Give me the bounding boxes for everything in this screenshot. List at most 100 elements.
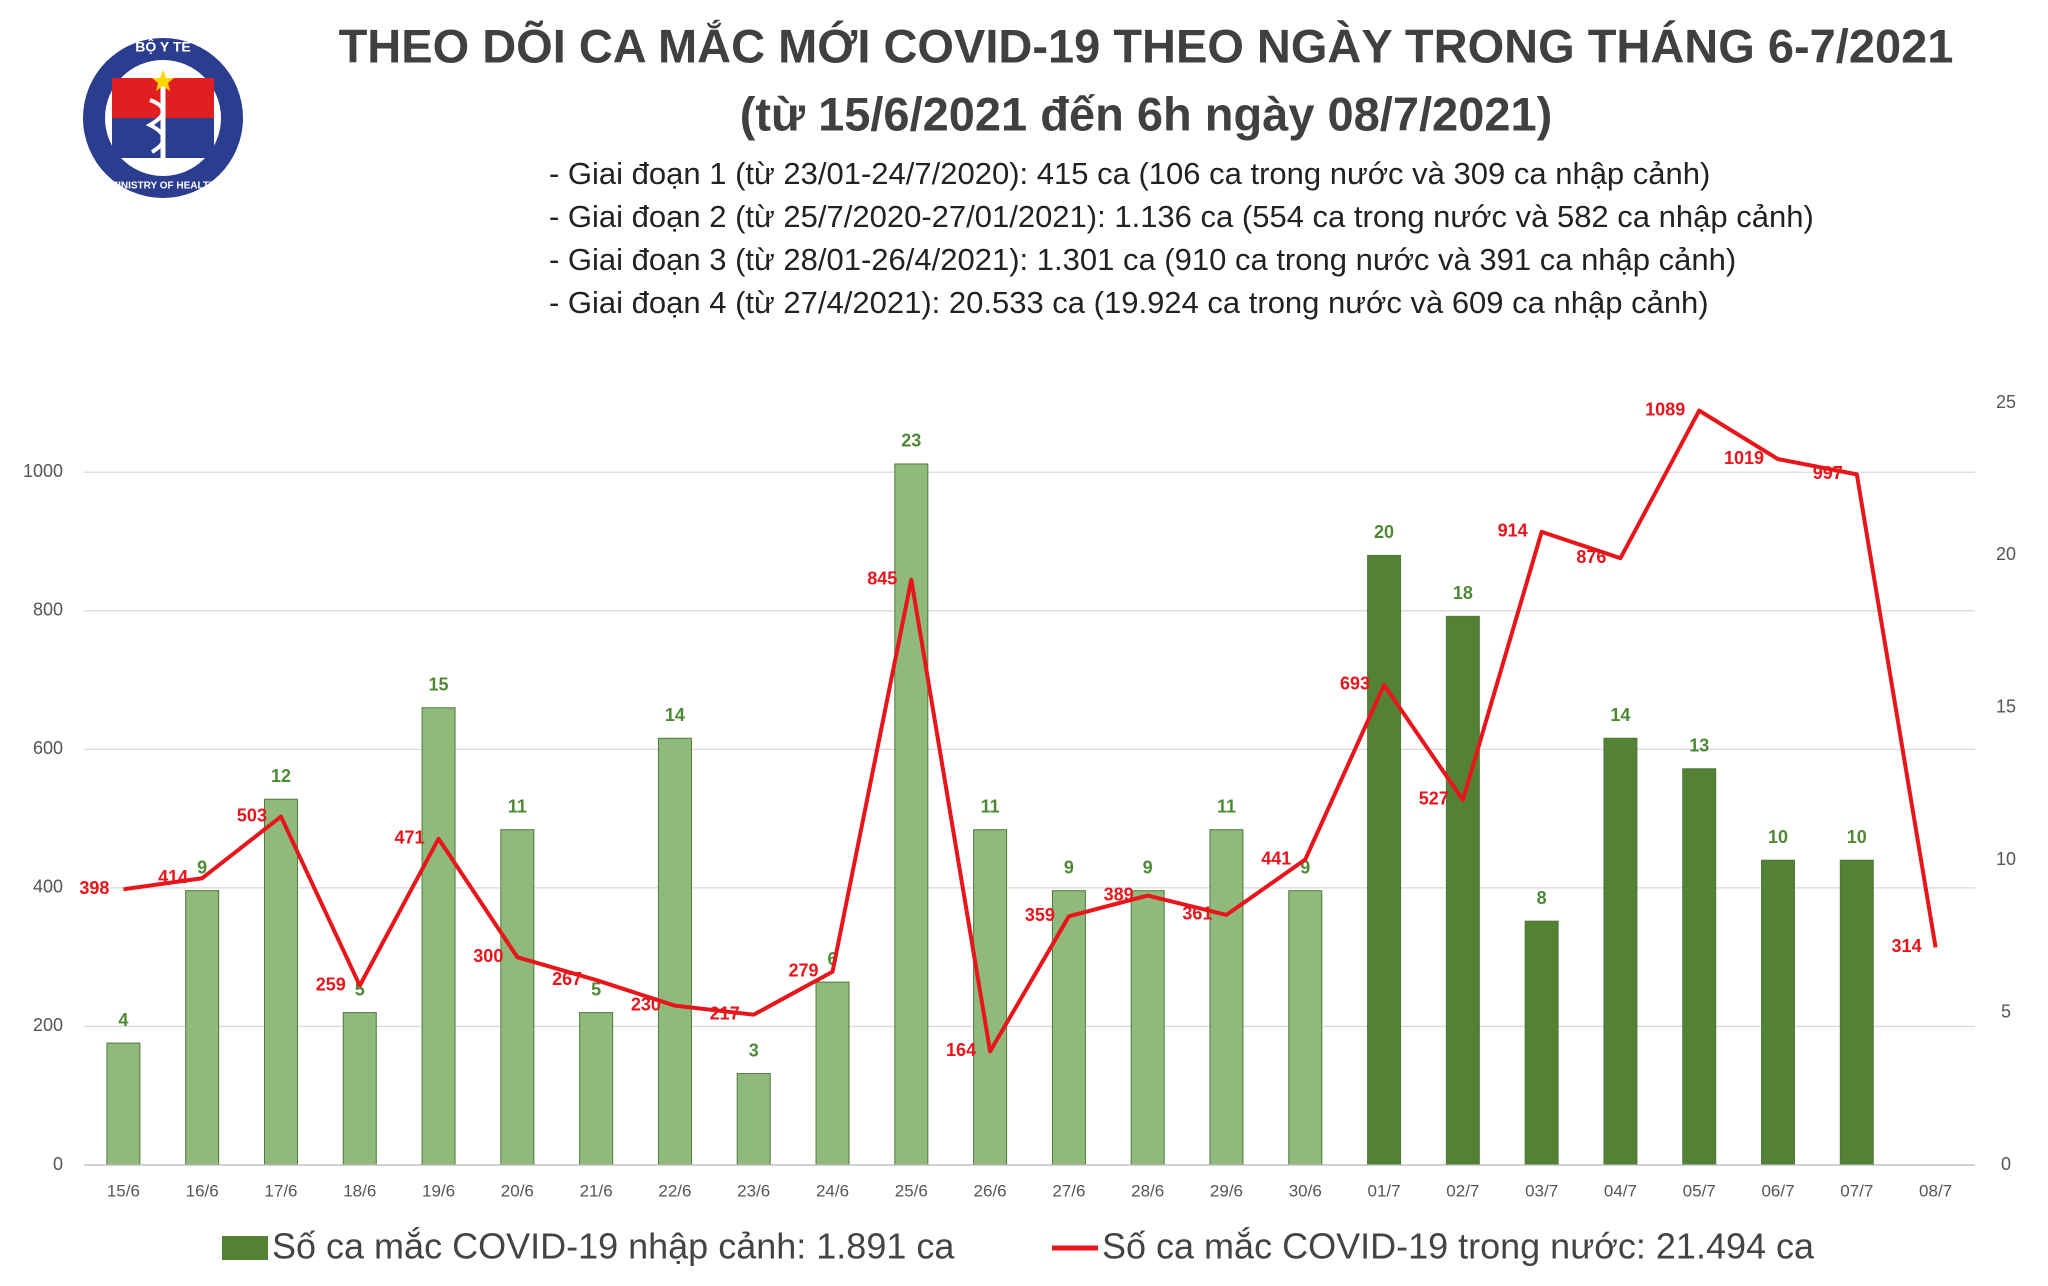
bar (500, 829, 535, 1166)
bar (1288, 890, 1323, 1166)
line-value-label: 398 (79, 878, 109, 898)
bar-value-label: 12 (271, 766, 291, 786)
line-value-label: 1089 (1645, 399, 1685, 419)
x-tick-label: 16/6 (186, 1181, 219, 1200)
line-value-label: 845 (867, 568, 897, 588)
x-tick-label: 04/7 (1604, 1181, 1637, 1200)
legend-swatch (222, 1236, 268, 1260)
line-value-label: 997 (1813, 463, 1843, 483)
legend-label: Số ca mắc COVID-19 nhập cảnh: 1.891 ca (272, 1226, 955, 1267)
bar (815, 981, 850, 1166)
bar-value-label: 10 (1847, 827, 1867, 847)
bar-value-label: 10 (1768, 827, 1788, 847)
bar-value-label: 13 (1689, 736, 1709, 756)
x-tick-label: 17/6 (264, 1181, 297, 1200)
bar (263, 798, 298, 1166)
bar-value-label: 8 (1537, 888, 1547, 908)
line-value-label: 230 (631, 994, 661, 1014)
x-tick-label: 07/7 (1840, 1181, 1873, 1200)
x-tick-label: 21/6 (580, 1181, 613, 1200)
line-value-label: 471 (395, 827, 425, 847)
bar (421, 707, 456, 1166)
x-tick-label: 19/6 (422, 1181, 455, 1200)
bar-value-label: 6 (828, 949, 838, 969)
line (123, 408, 1938, 1054)
note: - Giai đoạn 2 (từ 25/7/2020-27/01/2021):… (549, 199, 1814, 234)
line-value-label: 441 (1261, 848, 1291, 868)
bar-value-label: 9 (1064, 857, 1074, 877)
y2-tick-label: 25 (1996, 392, 2016, 412)
y-tick-label: 0 (53, 1154, 63, 1174)
line-value-label: 1019 (1724, 448, 1764, 468)
bar (1603, 737, 1638, 1166)
x-tick-label: 02/7 (1446, 1181, 1479, 1200)
chart-subtitle: (từ 15/6/2021 đến 6h ngày 08/7/2021) (740, 87, 1553, 140)
x-tick-label: 18/6 (343, 1181, 376, 1200)
bar-value-label: 4 (118, 1010, 128, 1030)
bar-value-label: 9 (1300, 857, 1310, 877)
bar (1761, 859, 1796, 1166)
line-value-label: 217 (710, 1003, 740, 1023)
bar-value-label: 23 (901, 431, 921, 451)
line-value-label: 414 (158, 867, 188, 887)
bar-value-label: 9 (197, 857, 207, 877)
y2-tick-label: 15 (1996, 697, 2016, 717)
x-tick-label: 25/6 (895, 1181, 928, 1200)
bar-value-label: 18 (1453, 583, 1473, 603)
x-tick-label: 27/6 (1052, 1181, 1085, 1200)
y-tick-label: 200 (33, 1015, 63, 1035)
line-value-label: 876 (1576, 547, 1606, 567)
bar (1130, 890, 1165, 1166)
bar-value-label: 11 (1217, 796, 1236, 816)
x-tick-label: 05/7 (1683, 1181, 1716, 1200)
note: - Giai đoạn 3 (từ 28/01-26/4/2021): 1.30… (549, 242, 1736, 277)
bar-value-label: 14 (1610, 705, 1630, 725)
y2-tick-label: 10 (1996, 849, 2016, 869)
y-tick-label: 600 (33, 738, 63, 758)
bar (1839, 859, 1874, 1166)
bar (1524, 920, 1559, 1166)
x-tick-label: 01/7 (1368, 1181, 1401, 1200)
bar-value-label: 5 (355, 979, 365, 999)
bar-value-label: 11 (981, 796, 1000, 816)
line-value-label: 267 (552, 969, 582, 989)
legend-label: Số ca mắc COVID-19 trong nước: 21.494 ca (1102, 1226, 1815, 1267)
bar-value-label: 20 (1374, 522, 1394, 542)
y2-tick-label: 20 (1996, 544, 2016, 564)
x-tick-label: 26/6 (974, 1181, 1007, 1200)
bar (1682, 768, 1717, 1166)
line-value-label: 279 (788, 960, 818, 980)
line-value-label: 527 (1419, 789, 1449, 809)
logo-top: BỘ Y TẾ (135, 38, 191, 55)
chart-title: THEO DÕI CA MẮC MỚI COVID-19 THEO NGÀY T… (339, 19, 1954, 72)
bar (736, 1073, 771, 1166)
bar-value-label: 11 (508, 796, 527, 816)
bar-value-label: 3 (749, 1040, 759, 1060)
line-value-label: 164 (946, 1040, 976, 1060)
bar-value-label: 15 (429, 675, 449, 695)
x-tick-label: 29/6 (1210, 1181, 1243, 1200)
bar (1367, 554, 1402, 1166)
x-tick-label: 20/6 (501, 1181, 534, 1200)
line-value-label: 259 (316, 974, 346, 994)
logo-snake (145, 98, 166, 154)
x-tick-label: 06/7 (1761, 1181, 1794, 1200)
x-tick-label: 23/6 (737, 1181, 770, 1200)
line-value-label: 693 (1340, 674, 1370, 694)
line-value-label: 314 (1892, 936, 1922, 956)
bar (342, 1012, 377, 1166)
x-tick-label: 24/6 (816, 1181, 849, 1200)
line-value-label: 300 (473, 946, 503, 966)
line-value-label: 914 (1498, 521, 1528, 541)
x-tick-label: 08/7 (1919, 1181, 1952, 1200)
bar (106, 1042, 141, 1166)
bar (1445, 615, 1480, 1166)
y-tick-label: 400 (33, 877, 63, 897)
x-tick-label: 15/6 (107, 1181, 140, 1200)
bar (579, 1012, 614, 1166)
logo-star (152, 70, 174, 91)
line-value-label: 359 (1025, 905, 1055, 925)
x-tick-label: 22/6 (658, 1181, 691, 1200)
